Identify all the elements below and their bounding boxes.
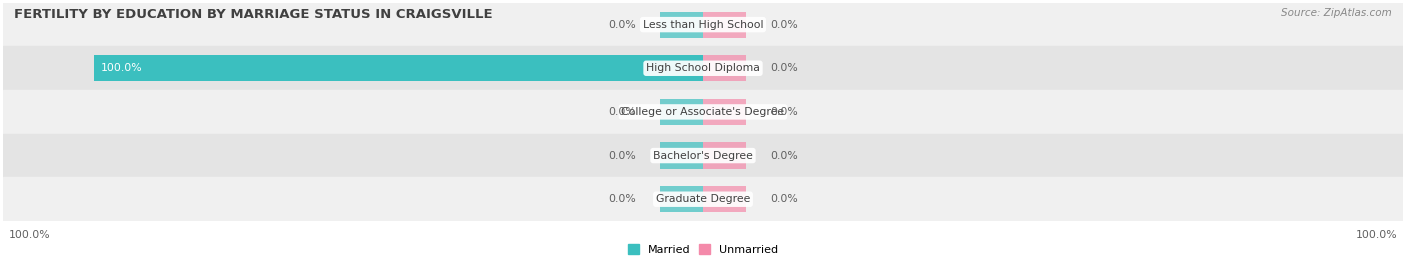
Text: 0.0%: 0.0% [770,63,797,73]
Text: 0.0%: 0.0% [770,107,797,117]
Text: 100.0%: 100.0% [8,230,51,240]
Bar [94,55,703,81]
Text: 0.0%: 0.0% [609,151,636,161]
Bar [3,47,1403,90]
Text: Graduate Degree: Graduate Degree [655,194,751,204]
Bar [703,12,745,38]
Bar [3,177,1403,221]
Text: Less than High School: Less than High School [643,20,763,30]
Text: Source: ZipAtlas.com: Source: ZipAtlas.com [1281,8,1392,18]
Legend: Married, Unmarried: Married, Unmarried [627,244,779,255]
Bar [703,186,745,212]
Text: Bachelor's Degree: Bachelor's Degree [652,151,754,161]
Text: FERTILITY BY EDUCATION BY MARRIAGE STATUS IN CRAIGSVILLE: FERTILITY BY EDUCATION BY MARRIAGE STATU… [14,8,492,21]
Text: 0.0%: 0.0% [770,194,797,204]
Bar [661,99,703,125]
Bar [661,186,703,212]
Text: College or Associate's Degree: College or Associate's Degree [621,107,785,117]
Text: 0.0%: 0.0% [609,194,636,204]
Bar [703,143,745,169]
Bar [703,55,745,81]
Bar [3,3,1403,47]
Bar [703,99,745,125]
Text: 0.0%: 0.0% [770,151,797,161]
Bar [3,90,1403,134]
Text: 0.0%: 0.0% [770,20,797,30]
Text: 100.0%: 100.0% [1355,230,1398,240]
Text: 0.0%: 0.0% [609,107,636,117]
Text: 0.0%: 0.0% [609,20,636,30]
Bar [661,143,703,169]
Text: 100.0%: 100.0% [101,63,143,73]
Text: High School Diploma: High School Diploma [647,63,759,73]
Bar [661,12,703,38]
Bar [3,134,1403,177]
